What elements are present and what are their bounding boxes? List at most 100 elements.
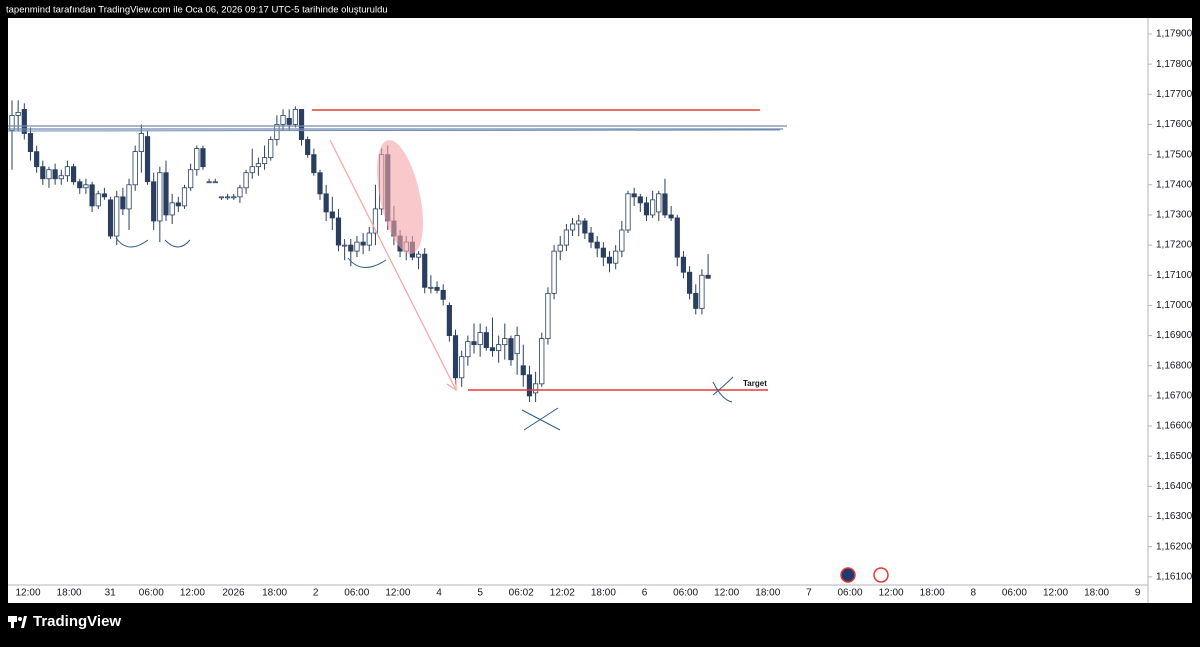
candle-body — [656, 193, 662, 213]
x-tick-label: 12:00 — [714, 588, 739, 599]
x-tick-label: 18:00 — [591, 588, 616, 599]
candle-body — [89, 184, 95, 207]
cross — [521, 407, 561, 431]
candle-body — [465, 341, 471, 358]
candle-body — [305, 139, 311, 156]
candle-body — [613, 250, 619, 264]
x-tick-label: 06:02 — [509, 588, 534, 599]
candle-body — [181, 187, 188, 207]
candle-body — [520, 365, 526, 376]
candle-body — [428, 286, 434, 289]
candle-body — [563, 229, 570, 246]
candle-body — [206, 181, 212, 184]
candle-body — [218, 196, 225, 199]
candle-body — [107, 199, 114, 237]
candle-body — [680, 256, 687, 273]
candle-body — [286, 118, 292, 125]
footer-bar — [0, 603, 1200, 642]
y-tick-label: 1,17500 — [1156, 149, 1193, 160]
y-tick-label: 1,17200 — [1156, 240, 1193, 251]
candle-body — [138, 133, 144, 153]
candle-body — [477, 332, 483, 346]
y-tick-label: 1,16200 — [1156, 541, 1193, 552]
candle-body — [508, 338, 514, 361]
candle-body — [496, 344, 502, 352]
drawings: Target — [7, 109, 889, 583]
candle-body — [434, 286, 440, 291]
candle-body — [637, 196, 643, 204]
candle-body — [594, 241, 600, 249]
candle-body — [705, 274, 711, 279]
candle-body — [366, 232, 372, 246]
candle-body — [157, 172, 163, 222]
x-tick-label: 06:00 — [139, 588, 164, 599]
y-tick-label: 1,17800 — [1156, 59, 1193, 70]
plot-bg — [8, 18, 1192, 603]
curve — [115, 237, 149, 248]
x-tick-label: 2 — [313, 588, 319, 599]
candle-body — [52, 169, 58, 180]
candle-body — [440, 289, 446, 300]
candle-body — [27, 133, 34, 153]
header-text: tapenmind tarafından TradingView.com ile… — [6, 5, 388, 16]
candle-body — [415, 253, 422, 258]
candle-body — [662, 193, 668, 216]
candle-body — [317, 172, 323, 195]
candle-body — [323, 193, 329, 213]
candle-body — [650, 199, 656, 216]
x-tick-label: 06:00 — [1002, 588, 1027, 599]
candle-body — [15, 111, 21, 116]
candle-body — [194, 148, 200, 171]
x-tick-label: 18:00 — [1084, 588, 1109, 599]
x-tick-label: 18:00 — [57, 588, 82, 599]
x-tick-label: 12:00 — [385, 588, 410, 599]
candle-body — [502, 338, 508, 346]
candle-body — [551, 250, 557, 294]
candle-body — [163, 172, 169, 216]
candle-body — [674, 217, 680, 258]
candle-body — [526, 374, 533, 397]
candle-body — [114, 196, 120, 237]
candle-body — [249, 166, 255, 174]
candle-body — [582, 220, 588, 234]
x-tick-label: 12:00 — [15, 588, 40, 599]
candle-body — [58, 175, 64, 180]
candle-body — [342, 244, 348, 247]
candle-body — [557, 244, 563, 252]
candle-body — [243, 172, 249, 189]
candle-body — [200, 148, 206, 168]
candle-body — [699, 274, 705, 309]
candle-body — [77, 181, 83, 189]
x-tick-label: 18:00 — [262, 588, 287, 599]
y-tick-label: 1,17400 — [1156, 179, 1193, 190]
highlight — [377, 140, 423, 254]
arrow-head — [446, 380, 457, 392]
candle-body — [169, 202, 175, 216]
candle-body — [280, 115, 286, 125]
x-tick-label: 8 — [971, 588, 977, 599]
y-tick-label: 1,17300 — [1156, 210, 1193, 221]
candle-body — [471, 341, 477, 346]
candle-body — [619, 229, 625, 252]
candle-body — [687, 271, 693, 294]
candle-body — [64, 166, 71, 177]
candle-body — [533, 383, 539, 394]
candle-body — [693, 292, 699, 309]
y-tick-label: 1,16900 — [1156, 330, 1193, 341]
candle-body — [459, 356, 465, 379]
trendline — [7, 129, 781, 132]
arrow — [329, 139, 456, 389]
candle-body — [606, 256, 613, 264]
candle-body — [34, 151, 40, 168]
x-tick-label: 06:00 — [837, 588, 862, 599]
y-tick-label: 1,17600 — [1156, 119, 1193, 130]
candle-body — [268, 139, 274, 159]
candle-body — [625, 193, 631, 231]
candle-body — [489, 347, 496, 352]
y-tick-label: 1,16800 — [1156, 360, 1193, 371]
candle-body — [483, 332, 489, 349]
candle-body — [422, 253, 428, 288]
y-tick-label: 1,17100 — [1156, 270, 1193, 281]
